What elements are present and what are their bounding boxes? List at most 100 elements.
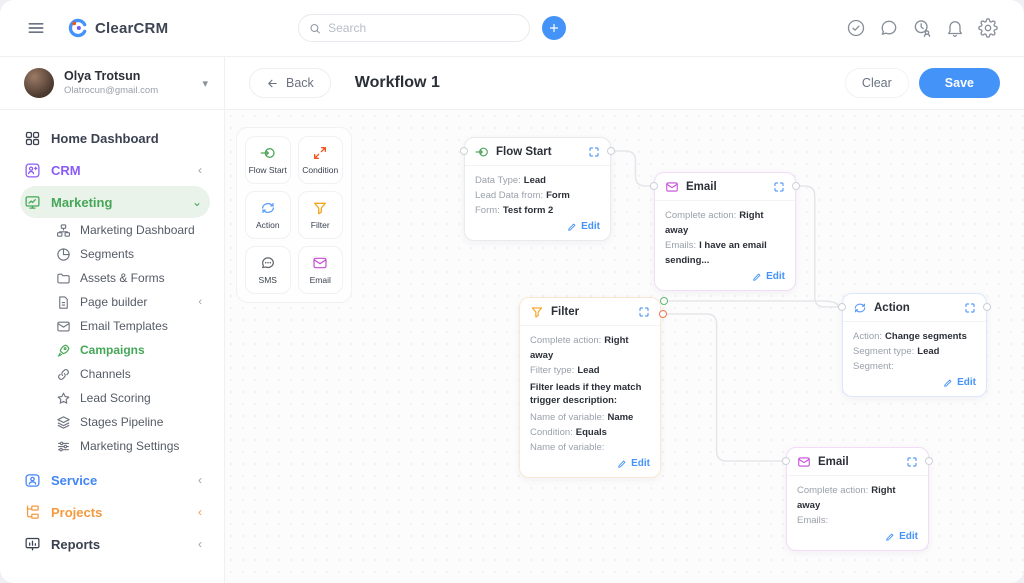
sidebar-item-home-dashboard[interactable]: Home Dashboard (20, 122, 210, 154)
save-button[interactable]: Save (918, 68, 1000, 98)
node-header[interactable]: Email (787, 448, 928, 476)
port-email1-in[interactable] (650, 182, 658, 190)
node-flow-start[interactable]: Flow Start Data Type: Lead Lead Data from… (464, 137, 611, 241)
port-email2-in[interactable] (782, 457, 790, 465)
expand-icon[interactable] (638, 306, 650, 318)
sidebar-item-reports[interactable]: Reports ‹ (20, 528, 210, 560)
search-icon (310, 23, 321, 33)
sidebar-item-channels[interactable]: Channels (20, 362, 210, 386)
sidebar-item-assets-forms[interactable]: Assets & Forms (20, 266, 210, 290)
node-body: Action: Change segments Segment type: Lead… (843, 322, 986, 396)
user-clock-icon[interactable] (912, 18, 932, 38)
pencil-icon (753, 273, 761, 281)
sidebar-nav: Home Dashboard CRM ‹ Marketing ⌄ Marketi… (0, 110, 224, 570)
app-logo[interactable]: ClearCRM (68, 18, 168, 38)
field-label: Name of variable: (530, 412, 605, 423)
palette-tile-condition[interactable]: Condition (297, 136, 343, 184)
port-action-out[interactable] (983, 303, 991, 311)
sidebar-item-segments[interactable]: Segments (20, 242, 210, 266)
sidebar-item-marketing-dashboard[interactable]: Marketing Dashboard (20, 218, 210, 242)
port-filter-false[interactable] (659, 310, 667, 318)
expand-icon[interactable] (588, 146, 600, 158)
node-body: Data Type: Lead Lead Data from: Form Form:… (465, 166, 610, 240)
sidebar: Olya Trotsun Olatrocun@gmail.com ▾ Home … (0, 57, 225, 583)
port-action-in[interactable] (838, 303, 846, 311)
node-email-2[interactable]: Email Complete action: Right away Emails:… (786, 447, 929, 551)
sidebar-item-label: CRM (51, 162, 81, 178)
edit-link[interactable]: Edit (797, 531, 918, 542)
action-icon (854, 303, 866, 312)
hamburger-menu-icon[interactable] (26, 18, 46, 38)
sidebar-item-crm[interactable]: CRM ‹ (20, 154, 210, 186)
field-value: Equals (575, 427, 607, 438)
node-title: Flow Start (496, 145, 552, 158)
sidebar-item-marketing[interactable]: Marketing ⌄ (20, 186, 210, 218)
node-header[interactable]: Email (655, 173, 795, 201)
sidebar-item-page-builder[interactable]: Page builder ‹ (20, 290, 210, 314)
field-value: Lead (917, 346, 940, 357)
user-profile[interactable]: Olya Trotsun Olatrocun@gmail.com ▾ (0, 57, 224, 110)
sidebar-item-label: Lead Scoring (80, 391, 151, 405)
sidebar-item-lead-scoring[interactable]: Lead Scoring (20, 386, 210, 410)
edit-link[interactable]: Edit (853, 377, 976, 388)
add-button[interactable] (542, 16, 567, 40)
sidebar-item-marketing-settings[interactable]: Marketing Settings (20, 434, 210, 458)
port-email1-out[interactable] (792, 182, 800, 190)
chevron-down-icon: ▾ (202, 77, 208, 90)
port-flow-start-out[interactable] (607, 147, 615, 155)
edit-link[interactable]: Edit (665, 271, 785, 282)
edit-link[interactable]: Edit (475, 221, 600, 232)
palette-tile-filter[interactable]: Filter (297, 191, 343, 239)
clear-button[interactable]: Clear (844, 68, 909, 98)
port-email2-out[interactable] (925, 457, 933, 465)
sidebar-item-stages-pipeline[interactable]: Stages Pipeline (20, 410, 210, 434)
expand-icon[interactable] (773, 181, 785, 193)
node-action[interactable]: Action Action: Change segments Segment ty… (842, 293, 987, 397)
field-label: Data Type: (475, 175, 521, 186)
palette-tile-action[interactable]: Action (245, 191, 291, 239)
gear-icon[interactable] (978, 18, 998, 38)
expand-icon[interactable] (906, 456, 918, 468)
pencil-icon (618, 460, 626, 468)
node-email-1[interactable]: Email Complete action: Right away Emails:… (654, 172, 796, 291)
palette-tile-sms[interactable]: SMS (245, 246, 291, 294)
sidebar-item-label: Marketing (51, 194, 113, 210)
field-label: Condition: (530, 427, 573, 438)
node-header[interactable]: Filter (520, 298, 660, 326)
node-body: Complete action: Right away Filter type: L… (520, 326, 660, 477)
chat-icon[interactable] (879, 18, 899, 38)
palette-tile-label: Condition (302, 165, 339, 175)
node-title: Email (686, 180, 717, 193)
arrow-left-icon (268, 79, 277, 87)
port-filter-true[interactable] (660, 297, 668, 305)
sidebar-item-projects[interactable]: Projects ‹ (20, 496, 210, 528)
port-flow-start-in[interactable] (460, 147, 468, 155)
search-box[interactable] (298, 14, 531, 42)
bell-icon[interactable] (945, 18, 965, 38)
palette-tile-label: Filter (310, 220, 330, 230)
sidebar-item-label: Page builder (80, 295, 148, 309)
palette-tile-flow-start[interactable]: Flow Start (245, 136, 291, 184)
back-button[interactable]: Back (249, 68, 331, 98)
edit-link[interactable]: Edit (530, 458, 650, 469)
field-value: Right away (797, 485, 896, 511)
node-header[interactable]: Action (843, 294, 986, 322)
sidebar-item-campaigns[interactable]: Campaigns (20, 338, 210, 362)
field-label: Emails: (665, 240, 697, 251)
node-title: Email (818, 455, 849, 468)
node-filter[interactable]: Filter Complete action: Right away Filter… (519, 297, 661, 478)
expand-icon[interactable] (964, 302, 976, 314)
user-name: Olya Trotsun (64, 69, 141, 84)
edit-label: Edit (631, 458, 650, 469)
check-circle-icon[interactable] (846, 18, 866, 38)
sidebar-item-email-templates[interactable]: Email Templates (20, 314, 210, 338)
node-header[interactable]: Flow Start (465, 138, 610, 166)
workflow-canvas[interactable]: Flow Start Condition Action Filter (225, 110, 1024, 583)
palette-tile-email[interactable]: Email (297, 246, 343, 294)
node-title: Action (874, 301, 910, 314)
search-input[interactable] (328, 21, 520, 35)
service-icon (25, 473, 40, 487)
link-icon (58, 368, 69, 380)
envelope-icon (57, 321, 70, 331)
sidebar-item-service[interactable]: Service ‹ (20, 464, 210, 496)
